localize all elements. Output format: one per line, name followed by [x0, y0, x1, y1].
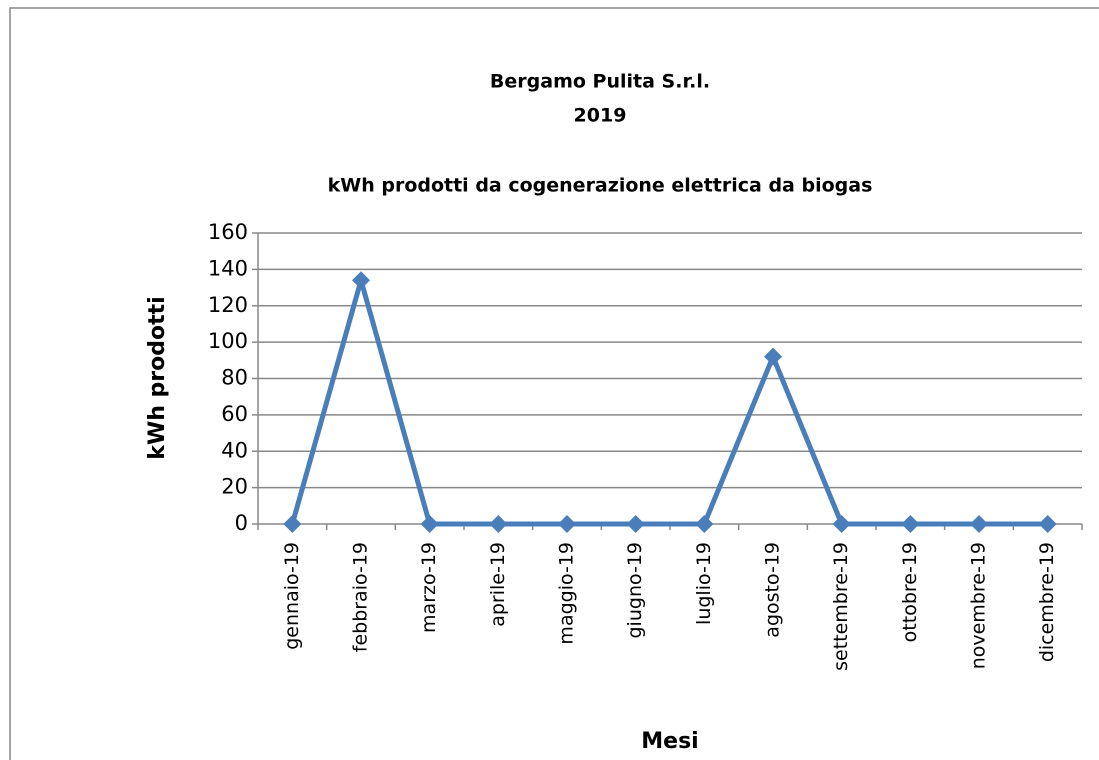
data-point — [1038, 515, 1057, 533]
data-point — [832, 515, 851, 533]
x-tick-label: aprile-19 — [487, 542, 509, 627]
data-point — [558, 515, 576, 533]
x-tick-label: ottobre-19 — [899, 542, 921, 642]
data-point — [283, 515, 302, 533]
y-tick-label: 80 — [221, 366, 248, 390]
data-point — [626, 515, 645, 533]
data-point — [970, 515, 988, 533]
chart-border — [9, 7, 1099, 760]
data-point — [489, 515, 508, 533]
x-tick-label: gennaio-19 — [281, 542, 303, 650]
y-tick-label: 140 — [208, 256, 248, 280]
y-tick-label: 100 — [208, 329, 248, 353]
x-tick-label: agosto-19 — [762, 542, 784, 638]
x-tick-label: novembre-19 — [968, 542, 990, 669]
x-tick-label: luglio-19 — [693, 542, 715, 625]
y-tick-label: 0 — [235, 511, 248, 535]
x-tick-label: maggio-19 — [556, 542, 578, 645]
y-tick-label: 60 — [221, 402, 248, 426]
y-tick-label: 40 — [221, 438, 248, 462]
y-axis-label: kWh prodotti — [145, 296, 170, 459]
chart-title: 2019 — [574, 105, 627, 127]
x-tick-label: febbraio-19 — [350, 542, 372, 652]
data-point — [764, 347, 782, 366]
x-tick-label: settembre-19 — [830, 542, 852, 671]
data-point — [420, 515, 439, 533]
series-line — [289, 277, 1048, 527]
data-point — [695, 515, 714, 533]
x-tick-label: giugno-19 — [624, 542, 646, 639]
chart-subtitle: kWh prodotti da cogenerazione elettrica … — [328, 175, 873, 197]
y-tick-label: 120 — [208, 293, 248, 317]
x-tick-label: marzo-19 — [418, 542, 440, 633]
data-point — [901, 515, 920, 533]
chart-title: Bergamo Pulita S.r.l. — [490, 71, 710, 93]
x-axis-label: Mesi — [641, 729, 698, 754]
y-tick-label: 160 — [208, 220, 248, 244]
y-tick-label: 20 — [221, 475, 248, 499]
data-point — [352, 271, 370, 290]
x-tick-label: dicembre-19 — [1036, 542, 1058, 662]
